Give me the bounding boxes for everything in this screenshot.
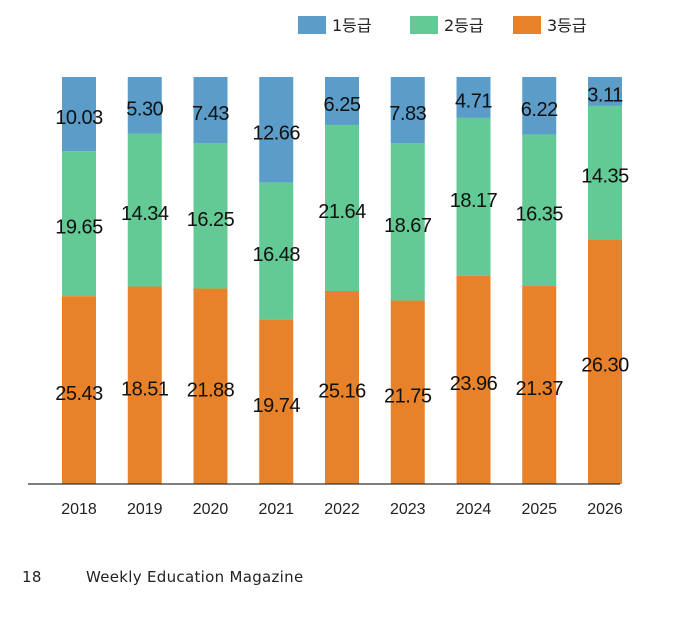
bar-2021-series-2 [259,182,294,320]
bar-2022-series-1 [325,77,359,125]
bar-2021-series-3 [259,319,294,484]
legend-label-3: 3등급 [547,16,587,35]
data-label-2021-series-2: 16.48 [252,244,300,266]
data-label-2019-series-3: 18.51 [121,378,169,400]
bar-2025-series-1 [522,77,557,135]
legend-swatch-1 [298,16,326,34]
bar-2020-series-2 [193,143,228,289]
x-tick-label-2021: 2021 [258,501,294,518]
bar-2023-series-2 [390,143,425,301]
bar-2020-series-1 [193,77,228,144]
x-tick-label-2024: 2024 [456,501,492,518]
data-label-2019-series-1: 5.30 [126,98,163,120]
page-number: 18 [22,568,42,586]
legend-swatch-2 [410,16,438,34]
data-label-2023-series-1: 7.83 [389,103,426,125]
x-tick-label-2019: 2019 [127,501,163,518]
data-label-2026-series-2: 14.35 [581,166,629,188]
data-label-2020-series-2: 16.25 [187,209,235,231]
data-label-2021-series-3: 19.74 [252,395,300,417]
bar-2024-series-3 [456,275,491,484]
bar-2026-series-1 [588,77,622,106]
data-label-2019-series-2: 14.34 [121,203,169,225]
bar-2022-series-2 [325,124,359,291]
data-label-2018-series-2: 19.65 [55,217,103,239]
data-label-2022-series-2: 21.64 [318,201,366,223]
data-label-2023-series-2: 18.67 [384,215,432,237]
x-tick-label-2023: 2023 [390,501,426,518]
legend-label-2: 2등급 [444,16,484,35]
data-label-2023-series-3: 21.75 [384,385,432,407]
bar-2018-series-2 [62,151,96,297]
magazine-name: Weekly Education Magazine [86,568,304,586]
x-tick-label-2018: 2018 [61,501,97,518]
data-label-2025-series-3: 21.37 [515,378,563,400]
data-label-2020-series-3: 21.88 [187,379,235,401]
bar-2021-series-1 [259,77,294,183]
legend-swatch-3 [513,16,541,34]
data-label-2022-series-3: 25.16 [318,380,366,402]
bar-2018-series-3 [62,296,96,484]
bar-2020-series-3 [193,288,228,484]
x-tick-label-2022: 2022 [324,501,360,518]
bar-2026-series-2 [588,105,622,240]
data-label-2024-series-3: 23.96 [450,373,498,395]
page-footer: 18 Weekly Education Magazine [22,568,303,586]
bar-2025-series-3 [522,286,557,484]
data-label-2018-series-3: 25.43 [55,383,103,405]
bar-2023-series-3 [390,300,425,484]
data-label-2026-series-1: 3.11 [587,84,623,106]
bar-2024-series-2 [456,117,491,276]
data-label-2025-series-1: 6.22 [521,99,558,121]
data-label-2025-series-2: 16.35 [515,203,563,225]
x-tick-label-2026: 2026 [587,501,623,518]
data-label-2024-series-1: 4.71 [455,90,492,112]
stacked-bar-chart: 1등급 2등급 3등급 10.03 19.65 25.43 2018 5.30 14.34 18.… [28,16,630,518]
bar-2023-series-1 [390,77,425,144]
bar-2026-series-3 [588,239,622,484]
data-label-2024-series-2: 18.17 [450,190,498,212]
bar-2022-series-3 [325,290,359,484]
bar-2019-series-1 [127,77,162,134]
x-tick-label-2025: 2025 [521,501,557,518]
data-label-2020-series-1: 7.43 [192,103,229,125]
bar-2019-series-3 [127,286,162,484]
x-tick-label-2020: 2020 [193,501,229,518]
bar-2025-series-2 [522,134,557,287]
data-label-2026-series-3: 26.30 [581,355,629,377]
data-label-2022-series-1: 6.25 [324,94,361,116]
bar-2019-series-2 [127,133,162,287]
data-label-2018-series-1: 10.03 [55,107,103,129]
legend-label-1: 1등급 [332,16,372,35]
bar-2018-series-1 [62,77,96,152]
bar-2024-series-1 [456,77,491,118]
data-label-2021-series-1: 12.66 [252,123,300,145]
